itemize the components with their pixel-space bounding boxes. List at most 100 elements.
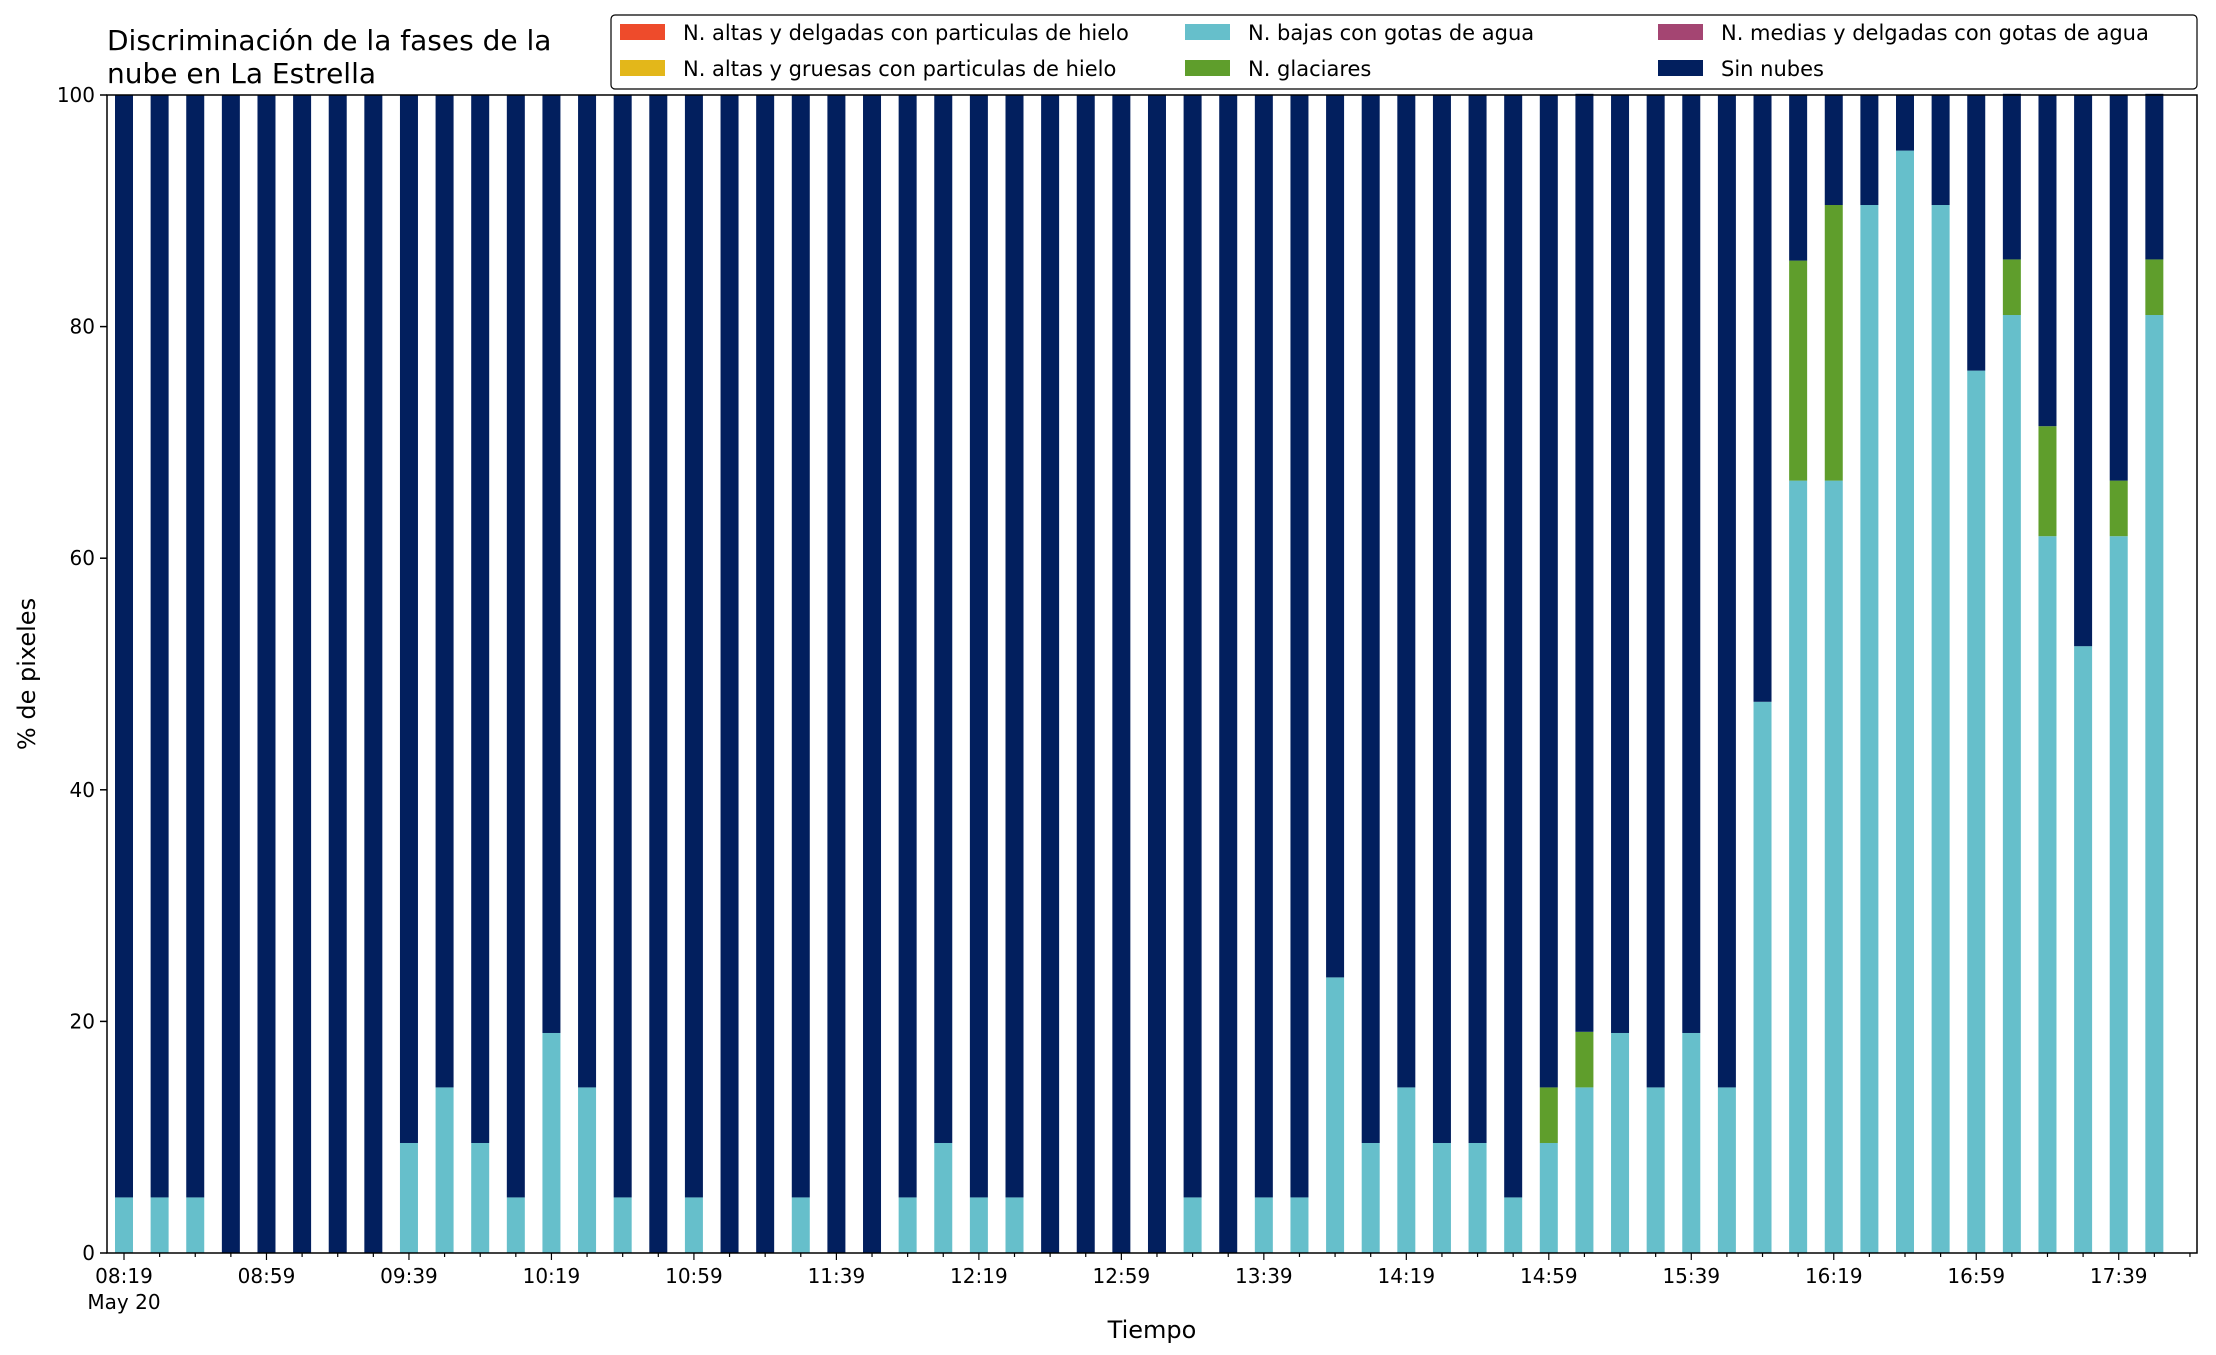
- bar-segment: [1539, 95, 1558, 1088]
- y-axis: 0 20 40 60 80 100: [57, 83, 107, 1265]
- bar-segment: [1504, 1197, 1523, 1253]
- bar-segment: [1753, 95, 1772, 702]
- bar-segment: [1005, 1197, 1024, 1253]
- bar-segment: [934, 1142, 953, 1253]
- bar-segment: [1468, 1142, 1487, 1253]
- legend-swatch: [620, 60, 665, 76]
- bar-segment: [791, 95, 810, 1198]
- bar-segment: [1896, 150, 1914, 1254]
- legend-swatch: [1185, 60, 1230, 76]
- bar-segment: [542, 1032, 561, 1253]
- x-tick-label: 15:39: [1662, 1264, 1720, 1288]
- bar-segment: [1361, 1142, 1380, 1253]
- y-tick-label: 60: [70, 546, 95, 570]
- bar-segment: [1967, 95, 1986, 371]
- bar-segment: [1575, 1031, 1594, 1088]
- bar-segment: [2074, 95, 2093, 647]
- bar-segment: [1468, 95, 1487, 1143]
- legend-swatch: [620, 24, 665, 40]
- x-tick-label: 09:39: [380, 1264, 438, 1288]
- x-tick-label: 10:59: [665, 1264, 723, 1288]
- bar-segment: [613, 1197, 632, 1253]
- bar-segment: [1575, 93, 1594, 1032]
- y-tick-label: 20: [70, 1009, 95, 1033]
- bar-segment: [1539, 1087, 1558, 1143]
- y-tick-label: 80: [70, 315, 95, 339]
- bar-segment: [1931, 205, 1950, 1253]
- bar-segment: [2002, 315, 2021, 1253]
- bar-segment: [186, 1197, 205, 1253]
- legend: N. altas y delgadas con particulas de hi…: [610, 14, 2198, 90]
- x-tick-label: 12:19: [950, 1264, 1008, 1288]
- bars-layer: [115, 93, 2164, 1254]
- bar-segment: [399, 1142, 418, 1253]
- bar-segment: [150, 95, 169, 1198]
- bar-segment: [1860, 95, 1879, 206]
- bar-segment: [578, 95, 597, 1088]
- legend-swatch: [1658, 60, 1703, 76]
- bar-segment: [1646, 1087, 1665, 1253]
- bar-segment: [969, 95, 988, 1198]
- bar-segment: [649, 95, 668, 1253]
- bar-segment: [2038, 95, 2057, 427]
- bar-segment: [1183, 1197, 1202, 1253]
- bar-segment: [542, 95, 561, 1033]
- plot-frame: [106, 94, 2198, 1254]
- x-tick-label: 11:39: [808, 1264, 866, 1288]
- bar-segment: [150, 1197, 169, 1253]
- bar-segment: [1789, 260, 1808, 481]
- bar-segment: [1219, 95, 1238, 1253]
- x-tick-label: 08:59: [238, 1264, 296, 1288]
- legend-entry: N. medias y delgadas con gotas de agua: [1721, 21, 2149, 45]
- bar-segment: [115, 1197, 133, 1253]
- bar-segment: [1432, 1142, 1451, 1253]
- bar-segment: [684, 1197, 703, 1253]
- bar-segment: [1326, 977, 1345, 1253]
- bar-segment: [2109, 95, 2128, 481]
- bar-segment: [2038, 536, 2057, 1253]
- x-tick-label: 13:39: [1235, 1264, 1293, 1288]
- legend-box: [610, 14, 2198, 90]
- bar-segment: [1824, 480, 1843, 1253]
- bar-segment: [257, 95, 276, 1253]
- legend-swatch: [1658, 24, 1703, 40]
- bar-segment: [221, 95, 240, 1253]
- bar-segment: [898, 1197, 917, 1253]
- x-axis-label: Tiempo: [1107, 1316, 1197, 1344]
- bar-segment: [1041, 95, 1060, 1253]
- bar-segment: [1789, 95, 1808, 261]
- bar-segment: [2145, 259, 2164, 316]
- bar-segment: [1860, 205, 1879, 1253]
- x-tick-label: 12:59: [1093, 1264, 1151, 1288]
- chart-title-line: nube en La Estrella: [107, 57, 376, 90]
- bar-segment: [1147, 95, 1166, 1253]
- bar-segment: [1717, 1087, 1736, 1253]
- bar-segment: [1183, 95, 1202, 1198]
- bar-segment: [1397, 1087, 1416, 1253]
- x-tick-sublabel: May 20: [87, 1290, 160, 1314]
- y-axis-label: % de pixeles: [13, 598, 41, 750]
- bar-segment: [1504, 95, 1523, 1198]
- x-tick-label: 08:19: [95, 1264, 153, 1288]
- bar-segment: [1931, 95, 1950, 206]
- bar-segment: [2074, 646, 2093, 1253]
- legend-entry: N. glaciares: [1248, 57, 1371, 81]
- bar-segment: [1397, 95, 1416, 1088]
- bar-segment: [2109, 536, 2128, 1253]
- bar-segment: [934, 95, 953, 1143]
- bar-segment: [1967, 370, 1986, 1254]
- bar-segment: [2145, 93, 2164, 260]
- bar-segment: [328, 95, 347, 1253]
- legend-swatch: [1185, 24, 1230, 40]
- legend-entry: N. bajas con gotas de agua: [1248, 21, 1534, 45]
- bar-segment: [1753, 701, 1772, 1253]
- bar-segment: [1290, 1197, 1309, 1253]
- bar-segment: [720, 95, 739, 1253]
- bar-segment: [1824, 205, 1843, 481]
- bar-segment: [863, 95, 882, 1253]
- bar-segment: [1290, 95, 1309, 1198]
- bar-segment: [1112, 95, 1131, 1253]
- bar-segment: [293, 95, 312, 1253]
